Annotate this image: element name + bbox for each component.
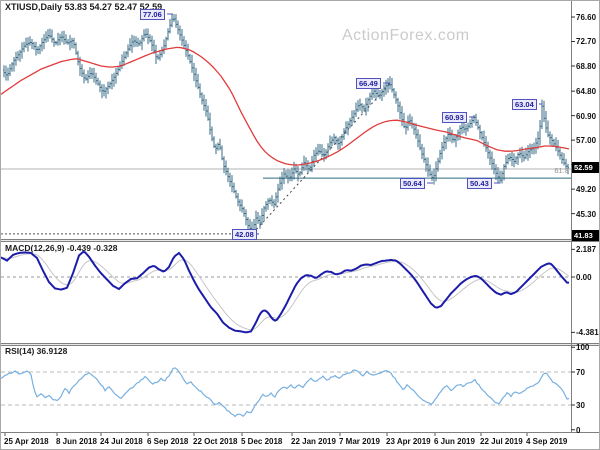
swing-label-whisker — [383, 82, 390, 85]
rsi-indicator-title: RSI(14) 36.9128 — [5, 346, 68, 356]
date-axis-label: 8 Jun 2018 — [56, 437, 97, 446]
price-axis-box: 41.83 — [572, 229, 599, 241]
rsi-axis-label: 100 — [576, 343, 590, 353]
swing-price-label: 60.93 — [442, 112, 467, 123]
swing-label-whisker — [539, 103, 543, 105]
rsi-axis-label: 0 — [576, 425, 581, 435]
swing-price-label: 66.49 — [356, 78, 381, 89]
swing-price-label: 63.04 — [512, 99, 537, 110]
date-axis-label: 23 Apr 2019 — [386, 437, 431, 446]
price-axis-label: 60.90 — [576, 111, 597, 121]
date-axis-label: 25 Apr 2018 — [4, 437, 49, 446]
date-axis-label: 22 Jul 2019 — [480, 437, 523, 446]
date-axis-label: 6 Jun 2019 — [434, 437, 475, 446]
macd-indicator-title: MACD(12,26,9) -0.439 -0.328 — [5, 243, 118, 253]
macd-axis-label: 0.00 — [576, 273, 592, 282]
date-axis-label: 5 Dec 2018 — [241, 437, 283, 446]
chart-title: XTIUSD,Daily 53.83 54.27 52.47 52.59 — [5, 2, 163, 12]
price-axis-label: 49.20 — [576, 185, 597, 195]
price-bars — [3, 14, 569, 234]
swing-price-label: 50.43 — [467, 178, 492, 189]
rsi-axis-label: 30 — [576, 401, 585, 410]
date-axis-label: 22 Oct 2018 — [193, 437, 238, 446]
price-axis-label: 45.30 — [576, 209, 597, 219]
macd-axis-label: 2.187 — [576, 245, 597, 255]
price-axis-label: 76.60 — [576, 13, 597, 22]
date-axis-label: 22 Jan 2019 — [291, 437, 336, 446]
date-axis-label: 7 Mar 2019 — [339, 437, 380, 446]
date-axis-label: 6 Sep 2018 — [147, 437, 189, 446]
rsi-line — [1, 367, 570, 418]
rsi-axis-label: 70 — [576, 368, 585, 377]
price-axis-box: 52.59 — [572, 162, 599, 174]
price-axis-label: 64.80 — [576, 87, 597, 97]
macd-signal-line — [1, 253, 570, 331]
moving-average-line — [1, 46, 570, 166]
swing-price-label: 77.06 — [140, 9, 165, 20]
macd-axis-label: -4.381 — [576, 328, 599, 338]
price-axis-label: 57.00 — [576, 136, 597, 146]
date-axis-label: 24 Jul 2018 — [100, 437, 143, 446]
date-axis-label: 4 Sep 2019 — [526, 437, 568, 446]
macd-main-line — [1, 250, 569, 334]
fib-level-label: 61.8 — [554, 166, 569, 175]
price-axis-label: 72.70 — [576, 37, 597, 47]
swing-price-label: 50.64 — [400, 178, 425, 189]
watermark: ActionForex.com — [342, 27, 470, 44]
price-axis-label: 68.80 — [576, 61, 597, 71]
swing-price-label: 42.08 — [232, 229, 257, 240]
